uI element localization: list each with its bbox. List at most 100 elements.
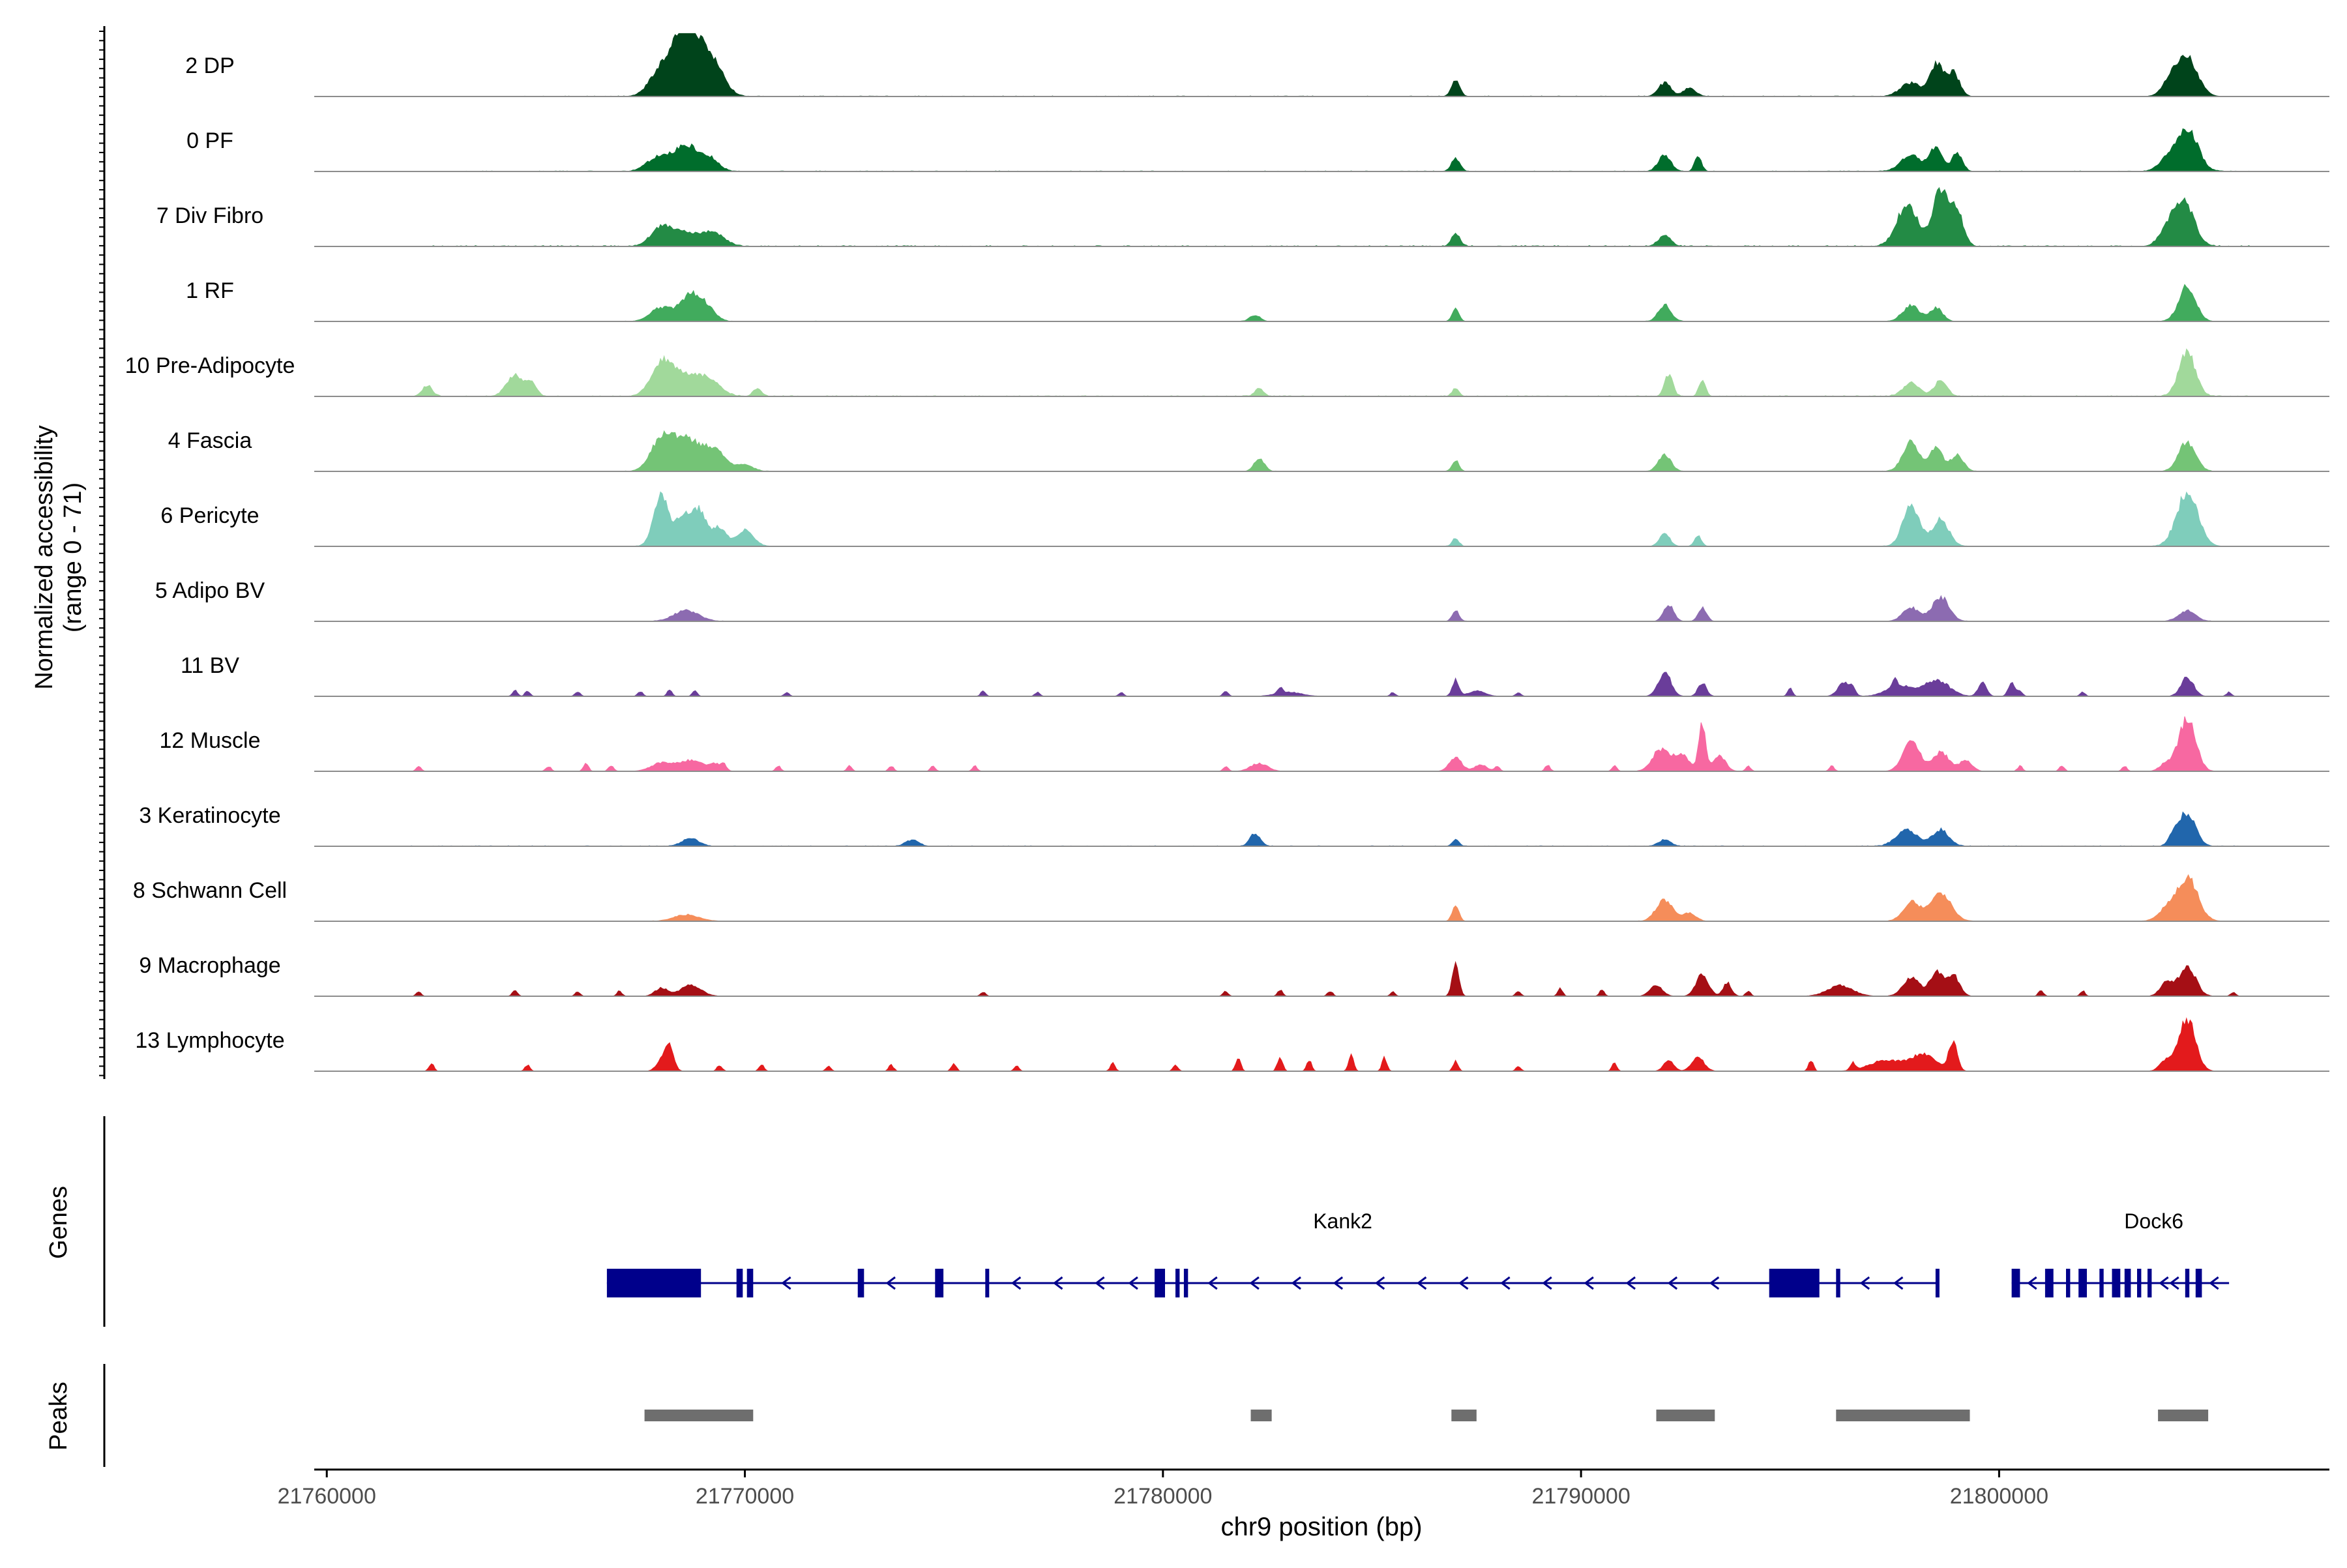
- strand-arrow: [2209, 1276, 2219, 1290]
- x-tick-label: 21800000: [1950, 1484, 2048, 1509]
- strand-arrow: [2027, 1276, 2037, 1290]
- gene-exon: [1183, 1269, 1188, 1297]
- x-tick-label: 21780000: [1114, 1484, 1212, 1509]
- x-tick-label: 21770000: [696, 1484, 794, 1509]
- track-12: 9 Macrophage: [139, 953, 2329, 997]
- y-axis-label: Normalized accessibility (range 0 - 71): [31, 425, 87, 689]
- y-axis-label-line-1: Normalized accessibility: [31, 425, 58, 689]
- y-axis-ticks: [99, 31, 104, 1076]
- track-8: 11 BV: [181, 653, 2329, 697]
- strand-arrow: [1374, 1276, 1385, 1290]
- track-label: 4 Fascia: [168, 428, 252, 453]
- strand-arrow: [1667, 1276, 1678, 1290]
- gene-exon: [2195, 1269, 2202, 1297]
- x-axis: 21760000 21770000 21780000 21790000 21800000: [278, 1470, 2048, 1509]
- gene-exon: [2185, 1269, 2190, 1297]
- track-label: 7 Div Fibro: [156, 203, 263, 228]
- track-10: 3 Keratinocyte: [139, 803, 2329, 847]
- gene-exon: [606, 1269, 701, 1297]
- strand-arrow: [1859, 1276, 1870, 1290]
- gene-exon: [2011, 1269, 2020, 1297]
- track-label: 12 Muscle: [160, 728, 261, 753]
- track-label: 8 Schwann Cell: [133, 878, 287, 903]
- x-tick-label: 21790000: [1531, 1484, 1630, 1509]
- gene-exon: [2066, 1269, 2071, 1297]
- strand-arrow: [1052, 1276, 1063, 1290]
- peaks-panel-label: Peaks: [45, 1382, 72, 1451]
- track-label: 3 Keratinocyte: [139, 803, 280, 828]
- gene-exon: [2148, 1269, 2152, 1297]
- strand-arrow: [2159, 1276, 2169, 1290]
- strand-arrow: [1249, 1276, 1260, 1290]
- gene-exon: [935, 1269, 944, 1297]
- gene-exon: [2078, 1269, 2087, 1297]
- track-6: 6 Pericyte: [160, 491, 2329, 547]
- track-label: 13 Lymphocyte: [135, 1028, 284, 1053]
- track-label: 6 Pericyte: [160, 503, 259, 528]
- track-label: 0 PF: [186, 128, 233, 153]
- peak-region: [2158, 1410, 2209, 1421]
- gene-exon: [1935, 1269, 1940, 1297]
- gene-track: Kank2 Dock6: [606, 1209, 2230, 1297]
- track-label: 9 Macrophage: [139, 953, 280, 978]
- strand-arrow: [1011, 1276, 1022, 1290]
- strand-arrow: [2169, 1276, 2179, 1290]
- strand-arrow: [1709, 1276, 1720, 1290]
- track-2: 7 Div Fibro: [156, 186, 2329, 247]
- gene-exon: [2044, 1269, 2054, 1297]
- track-label: 5 Adipo BV: [155, 578, 265, 603]
- track-label: 1 RF: [186, 278, 234, 303]
- strand-arrow: [1291, 1276, 1301, 1290]
- strand-arrow: [1584, 1276, 1594, 1290]
- strand-arrow: [1500, 1276, 1511, 1290]
- gene-exon: [857, 1269, 864, 1297]
- strand-arrow: [1542, 1276, 1552, 1290]
- gene-label: Dock6: [2124, 1209, 2183, 1233]
- gene-label: Kank2: [1313, 1209, 1372, 1233]
- x-tick-label: 21760000: [278, 1484, 376, 1509]
- track-4: 10 Pre-Adipocyte: [125, 348, 2329, 397]
- track-1: 0 PF: [186, 128, 2329, 172]
- track-3: 1 RF: [186, 278, 2329, 322]
- track-13: 13 Lymphocyte: [135, 1017, 2329, 1072]
- gene-exon: [2112, 1269, 2121, 1297]
- track-label: 11 BV: [181, 653, 239, 678]
- gene-exon: [985, 1269, 990, 1297]
- peak-track: [644, 1410, 2209, 1421]
- y-axis-label-line-2: (range 0 - 71): [59, 482, 87, 632]
- gene-1: Dock6: [2011, 1209, 2230, 1297]
- track-label: 10 Pre-Adipocyte: [125, 353, 295, 378]
- gene-0: Kank2: [606, 1209, 1940, 1297]
- gene-exon: [736, 1269, 743, 1297]
- track-label: 2 DP: [185, 53, 235, 78]
- strand-arrow: [781, 1276, 791, 1290]
- gene-exon: [1175, 1269, 1180, 1297]
- x-axis-label: chr9 position (bp): [1220, 1513, 1422, 1541]
- gene-exon: [1769, 1269, 1820, 1297]
- strand-arrow: [1128, 1276, 1138, 1290]
- strand-arrow: [1095, 1276, 1105, 1290]
- gene-exon: [2137, 1269, 2142, 1297]
- gene-exon: [1155, 1269, 1165, 1297]
- genes-panel-label: Genes: [45, 1186, 72, 1259]
- gene-exon: [2124, 1269, 2131, 1297]
- track-7: 5 Adipo BV: [155, 578, 2329, 622]
- gene-exon: [746, 1269, 754, 1297]
- strand-arrow: [1207, 1276, 1218, 1290]
- track-5: 4 Fascia: [168, 428, 2329, 472]
- peak-region: [1250, 1410, 1272, 1421]
- gene-exon: [2099, 1269, 2104, 1297]
- strand-arrow: [1893, 1276, 1904, 1290]
- track-9: 12 Muscle: [160, 716, 2329, 772]
- strand-arrow: [1333, 1276, 1344, 1290]
- peak-region: [1656, 1410, 1715, 1421]
- peak-region: [644, 1410, 754, 1421]
- coverage-tracks: 2 DP 0 PF 7 Div Fibro 1 RF 10 Pre-Adipocyte 4…: [125, 33, 2329, 1072]
- track-0: 2 DP: [185, 33, 2329, 97]
- peak-region: [1451, 1410, 1477, 1421]
- track-11: 8 Schwann Cell: [133, 874, 2329, 922]
- peak-region: [1836, 1410, 1970, 1421]
